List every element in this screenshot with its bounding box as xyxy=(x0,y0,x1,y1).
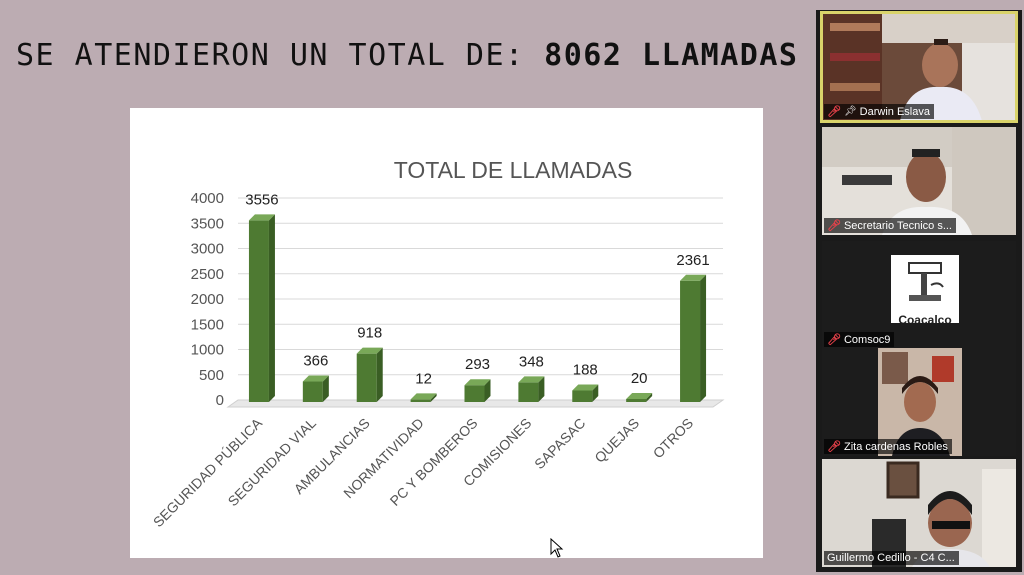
bar xyxy=(410,393,437,402)
data-label: 366 xyxy=(303,353,328,370)
data-label: 20 xyxy=(631,370,648,387)
bar xyxy=(302,375,329,402)
participant-nameplate: 🎤︎ Comsoc9 xyxy=(824,332,895,347)
data-label: 2361 xyxy=(676,252,709,269)
category-label: QUEJAS xyxy=(591,415,642,466)
data-label: 293 xyxy=(465,356,490,373)
slide-heading: SE ATENDIERON UN TOTAL DE: 8062 LLAMADAS xyxy=(16,38,816,73)
data-label: 918 xyxy=(357,325,382,342)
pin-icon: 📌︎ xyxy=(843,106,857,117)
y-tick-label: 1000 xyxy=(191,342,224,359)
data-label: 3556 xyxy=(245,191,278,208)
bar xyxy=(518,376,545,402)
participant-avatar: Coacalco xyxy=(891,255,959,323)
video-tile-darwin-eslava[interactable]: 🎤︎ 📌︎ Darwin Eslava xyxy=(820,11,1018,123)
bar xyxy=(464,379,491,402)
participant-nameplate: 🎤︎ Zita cardenas Robles xyxy=(824,439,952,454)
mic-muted-icon: 🎤︎ xyxy=(827,334,841,346)
heading-total: 8062 LLAMADAS xyxy=(544,38,799,73)
video-tile-guillermo-cedillo[interactable]: Guillermo Cedillo - C4 C... xyxy=(822,459,1016,567)
mic-muted-icon: 🎤︎ xyxy=(827,220,841,232)
participant-name: Comsoc9 xyxy=(843,333,891,346)
category-label: OTROS xyxy=(650,415,697,462)
y-tick-label: 0 xyxy=(216,392,224,409)
heading-prefix: SE ATENDIERON UN TOTAL DE: xyxy=(16,38,545,73)
y-tick-label: 2500 xyxy=(191,266,224,283)
participant-nameplate: 🎤︎ 📌︎ Darwin Eslava xyxy=(824,104,934,119)
chart-panel: TOTAL DE LLAMADAS 0 500 1000 1500 2000 2500 30… xyxy=(130,108,763,558)
mic-muted-icon: 🎤︎ xyxy=(827,441,841,453)
participant-nameplate: 🎤︎ Secretario Tecnico s... xyxy=(824,218,956,233)
video-tile-comsoc9[interactable]: Coacalco 🎤︎ Comsoc9 xyxy=(822,241,1016,349)
data-label: 12 xyxy=(415,370,432,387)
y-tick-label: 1500 xyxy=(191,316,224,333)
bar xyxy=(248,214,275,402)
avatar-caption: Coacalco xyxy=(898,313,952,323)
chart-title: TOTAL DE LLAMADAS xyxy=(394,157,633,183)
bar xyxy=(626,392,653,402)
data-label: 348 xyxy=(519,353,544,370)
participant-name: Darwin Eslava xyxy=(859,105,930,118)
video-tile-zita-cardenas-robles[interactable]: 🎤︎ Zita cardenas Robles xyxy=(822,348,1016,456)
participant-nameplate: Guillermo Cedillo - C4 C... xyxy=(824,551,959,565)
data-label: 188 xyxy=(573,362,598,379)
participant-video xyxy=(822,127,1016,235)
participant-name: Zita cardenas Robles xyxy=(843,440,948,453)
bar xyxy=(572,384,599,402)
chart-floor xyxy=(226,399,725,408)
participant-name: Secretario Tecnico s... xyxy=(843,219,952,232)
y-tick-label: 3000 xyxy=(191,241,224,258)
category-label: SAPASAC xyxy=(531,415,588,472)
coacalco-logo-image xyxy=(908,262,944,301)
y-tick-label: 4000 xyxy=(191,190,224,207)
y-tick-label: 500 xyxy=(199,367,224,384)
bar xyxy=(680,274,707,402)
mic-muted-icon: 🎤︎ xyxy=(827,106,841,118)
bar xyxy=(356,347,383,402)
category-label: SEGURIDAD PÚBLICA xyxy=(150,414,266,530)
participant-video xyxy=(822,13,1016,121)
mouse-cursor-icon xyxy=(550,538,564,558)
video-tile-secretario-tecnico[interactable]: 🎤︎ Secretario Tecnico s... xyxy=(822,127,1016,235)
y-tick-label: 2000 xyxy=(191,291,224,308)
participant-video xyxy=(822,459,1016,567)
y-tick-label: 3500 xyxy=(191,215,224,232)
participant-name: Guillermo Cedillo - C4 C... xyxy=(827,552,955,564)
bar-chart: TOTAL DE LLAMADAS 0 500 1000 1500 2000 2500 30… xyxy=(150,157,725,530)
participant-video-panel: 🎤︎ 📌︎ Darwin Eslava 🎤︎ Secretario Tecnic… xyxy=(816,10,1022,572)
